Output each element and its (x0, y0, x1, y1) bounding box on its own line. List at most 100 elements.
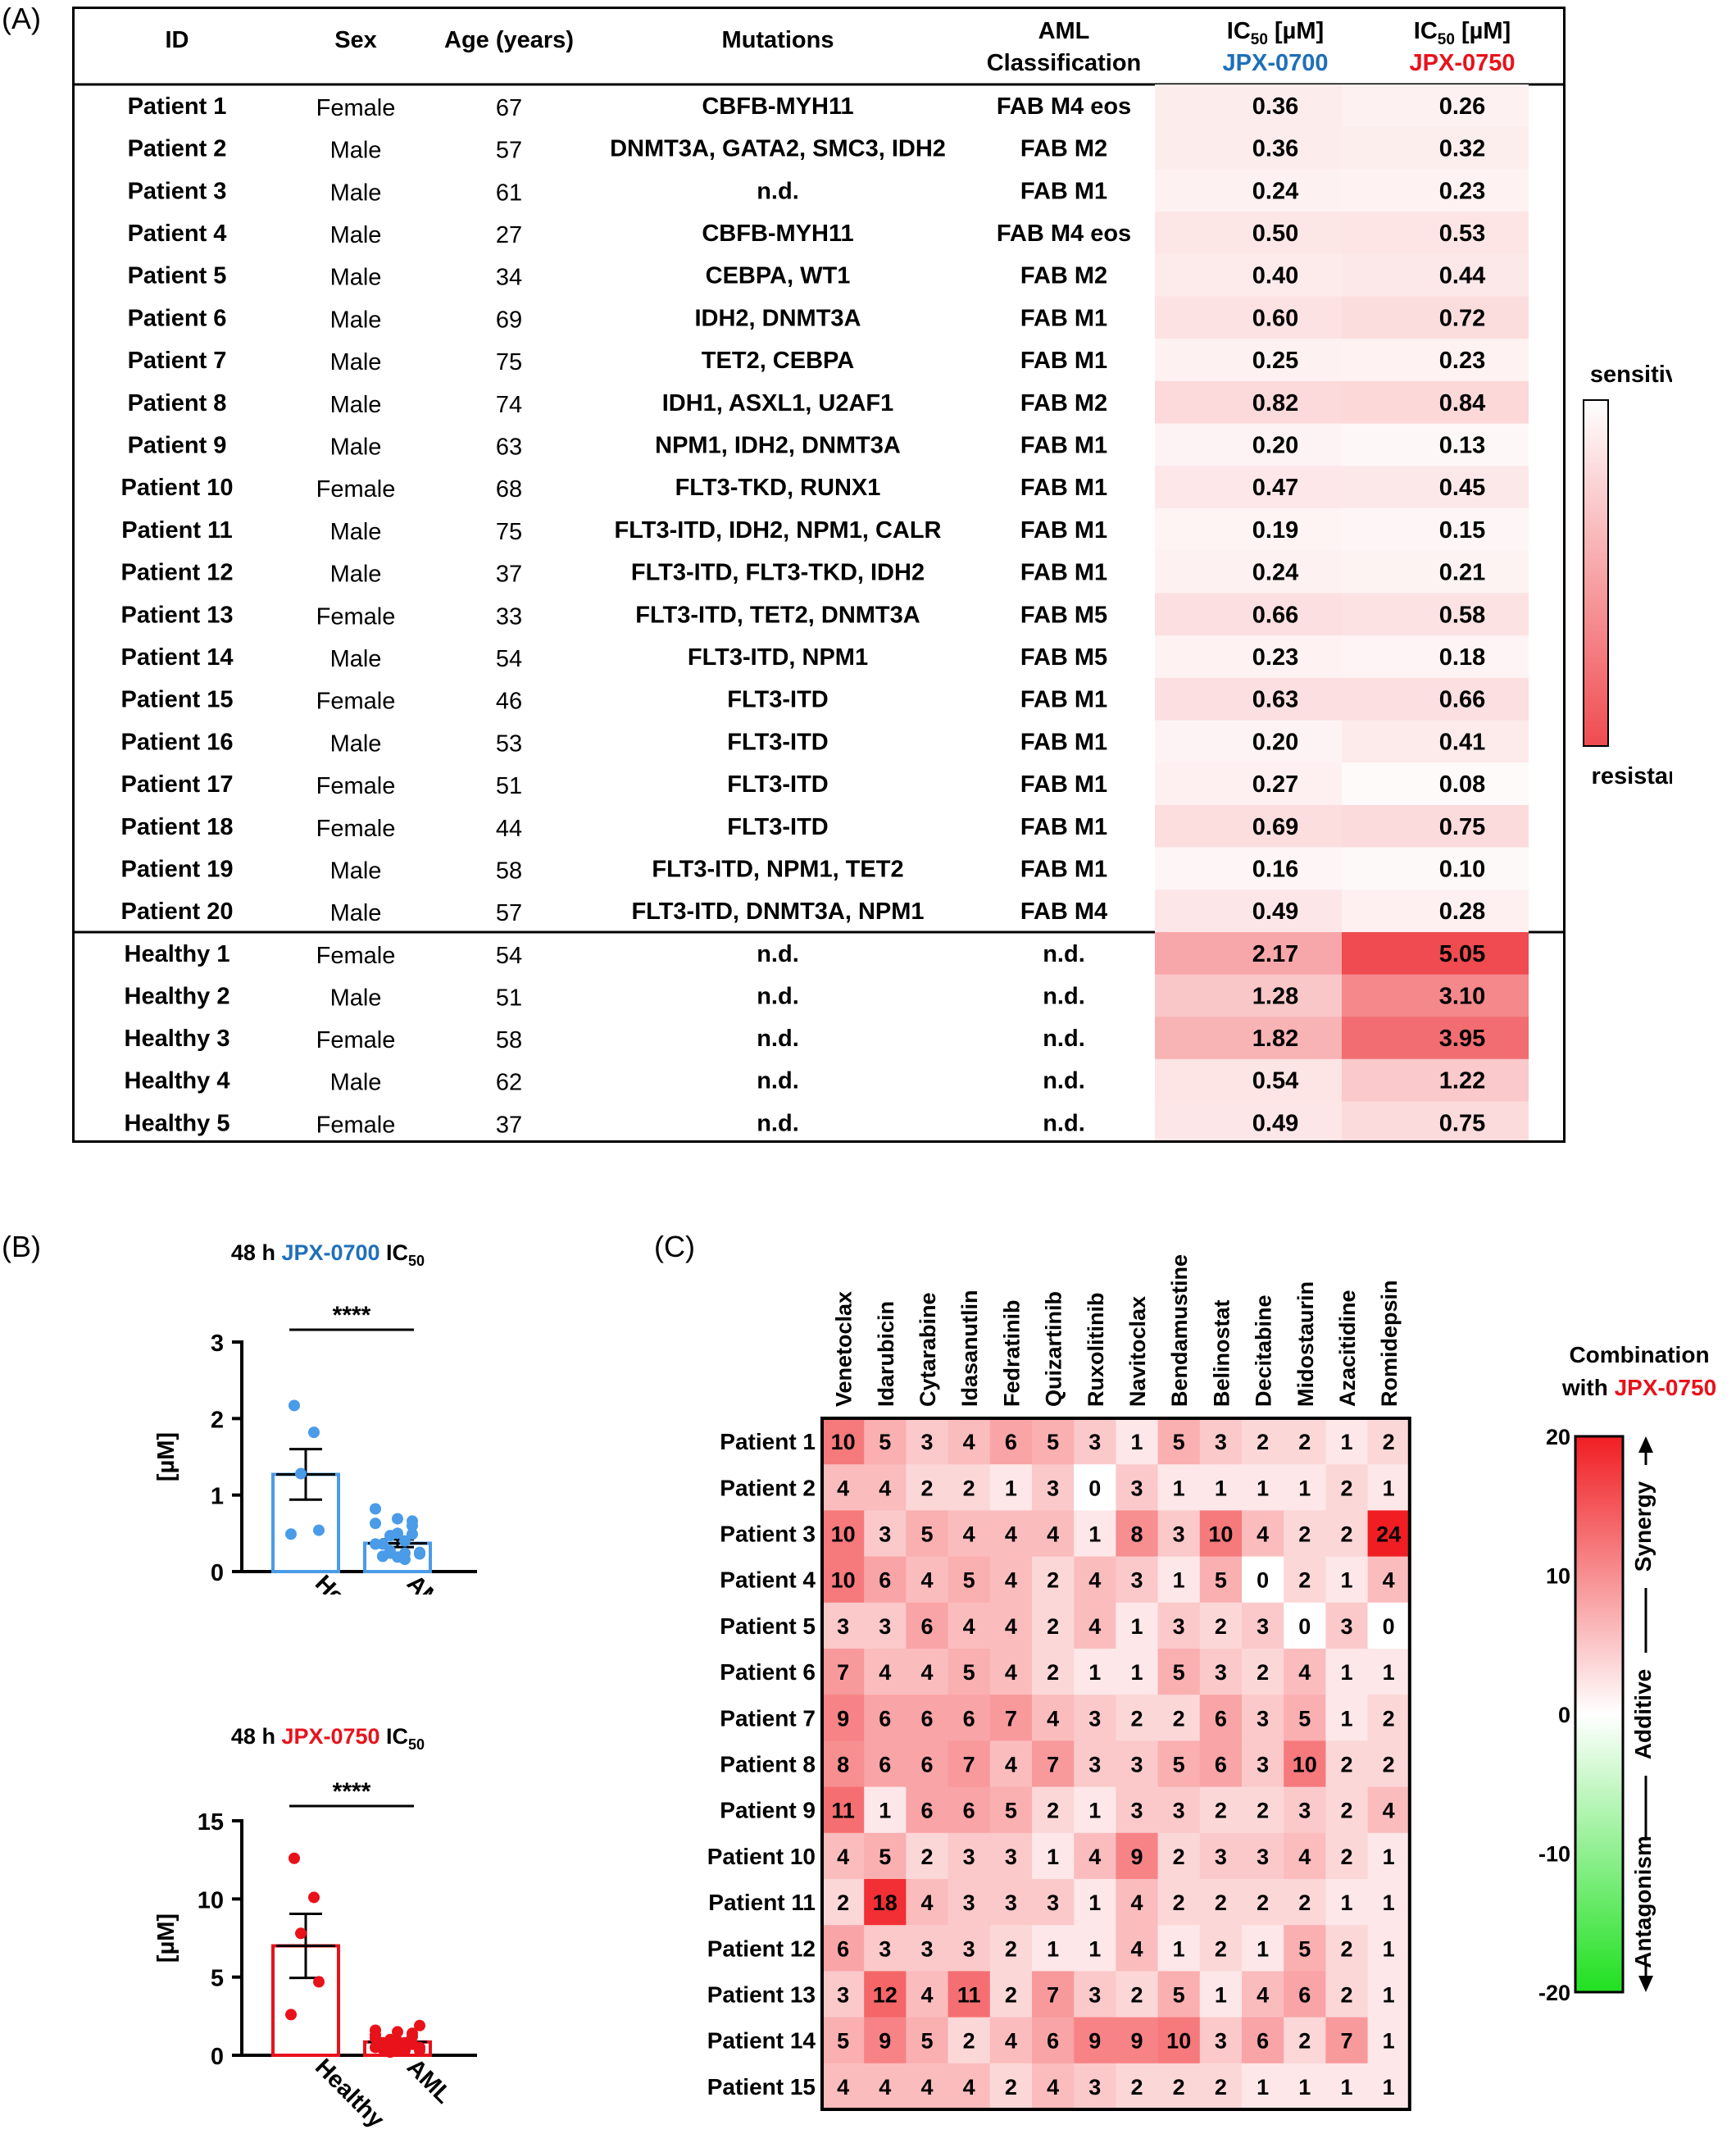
heatmap-cell (1242, 2063, 1284, 2110)
cell-mutations: n.d. (757, 1026, 799, 1052)
heatmap-cell (1116, 1649, 1158, 1695)
ic50-heat-cell (1155, 339, 1342, 382)
heatmap-cell (1242, 1879, 1284, 1926)
heatmap-cell (1032, 1695, 1075, 1741)
heatmap-cell (1074, 1602, 1116, 1649)
cell-age: 46 (496, 689, 522, 715)
heatmap-cell (906, 2063, 948, 2110)
ic50-heat-cell (1155, 466, 1342, 509)
cell-age: 75 (496, 349, 522, 375)
table-row: Patient 12 Male 37 FLT3-ITD, FLT3-TKD, IDH2… (121, 550, 1529, 594)
heatmap-cell (948, 1832, 991, 1880)
cell-ic50-jpx0700: 0.24 (1252, 178, 1298, 204)
heatmap-row-label: Patient 2 (720, 1475, 816, 1500)
heatmap-cell (906, 1556, 948, 1604)
heatmap-cell-value: 1 (1383, 1660, 1395, 1685)
cell-id: Patient 6 (128, 305, 227, 331)
heatmap-cell-value: 1 (879, 1799, 891, 1823)
cell-ic50-jpx0750: 0.32 (1439, 136, 1485, 162)
heatmap-cell (1367, 1695, 1411, 1741)
heatmap-column-label: Idasanutlin (957, 1290, 982, 1407)
heatmap-cell-value: 3 (1257, 1845, 1269, 1869)
cell-id: Patient 4 (128, 221, 227, 247)
heatmap-cell-value: 4 (879, 1476, 891, 1500)
heatmap-cell-value: 2 (1383, 1753, 1395, 1777)
heatmap-cell-value: 2 (1257, 1799, 1269, 1823)
heatmap-cell (1242, 1786, 1284, 1834)
heatmap-cell (1367, 1464, 1411, 1511)
heatmap-cell-value: 1 (1383, 1890, 1395, 1915)
heatmap-cell-value: 7 (963, 1753, 975, 1777)
heatmap-cell (822, 1832, 865, 1880)
heatmap-cell (822, 1510, 865, 1557)
heatmap-cell-value: 4 (1005, 1522, 1017, 1547)
scale-tick-label: 10 (1546, 1564, 1570, 1589)
ic50-subscript: 50 (1251, 31, 1268, 48)
heatmap-cell-value: 1 (1088, 1799, 1101, 1823)
heatmap-cell-value: 1 (1005, 1476, 1017, 1500)
heatmap-cell-value: 1 (1130, 1660, 1143, 1685)
heatmap-cell (1367, 1418, 1411, 1465)
heatmap-cell (906, 1418, 948, 1465)
heatmap-cell (1032, 1832, 1075, 1880)
heatmap-cell (1199, 1602, 1243, 1649)
heatmap-cell (948, 1649, 991, 1695)
ic50-heat-cell (1155, 677, 1342, 721)
data-point (384, 1545, 396, 1557)
heatmap-cell-value: 2 (1005, 1936, 1017, 1961)
x-category-label: Healthy (310, 1570, 389, 1595)
scale-label-gap (1641, 1465, 1651, 1588)
table-row: Patient 8 Male 74 IDH1, ASXL1, U2AF1 FAB M2 0… (128, 380, 1529, 425)
heatmap-cell (1325, 1925, 1368, 1972)
title-prefix: 48 h (231, 1240, 282, 1265)
heatmap-cell (1157, 1464, 1201, 1511)
heatmap-cell-value: 5 (837, 2029, 849, 2054)
heatmap-cell-value: 4 (1047, 1522, 1059, 1547)
table-row: Patient 11 Male 75 FLT3-ITD, IDH2, NPM1, CA… (121, 508, 1529, 552)
heatmap-cell-value: 6 (879, 1568, 891, 1593)
ic50-heat-cell (1155, 932, 1342, 976)
cell-sex: Male (330, 265, 382, 291)
heatmap-cell-value: 4 (1130, 1936, 1143, 1961)
heatmap-cell-value: 2 (1047, 1568, 1059, 1593)
heatmap-cell-value: 2 (1215, 1936, 1227, 1961)
ic50-heat-cell (1342, 804, 1529, 849)
heatmap-cell (906, 1925, 948, 1972)
cell-id: Patient 11 (121, 517, 232, 544)
heatmap-cell (948, 1786, 991, 1834)
heatmap-cell (864, 1556, 907, 1604)
heatmap-cell-value: 5 (1005, 1799, 1017, 1823)
heatmap-cell (948, 1510, 991, 1557)
cell-age: 62 (496, 1070, 522, 1096)
cell-ic50-jpx0700: 0.40 (1252, 263, 1298, 289)
heatmap-row-label: Patient 11 (708, 1890, 816, 1915)
heatmap-cell (948, 2063, 991, 2110)
heatmap-cell-value: 3 (837, 1983, 849, 2008)
cell-age: 33 (496, 603, 522, 630)
heatmap-cell (1199, 1695, 1243, 1741)
heatmap-cell-value: 2 (1173, 1845, 1185, 1869)
heatmap-cell-value: 1 (1383, 2075, 1395, 2100)
cell-ic50-jpx0750: 0.66 (1439, 687, 1485, 713)
heatmap-cell-value: 5 (1173, 1430, 1185, 1454)
cell-id: Patient 1 (128, 93, 227, 120)
heatmap-cell (1367, 2063, 1411, 2110)
heatmap-cell (989, 1464, 1033, 1511)
heatmap-cell (1032, 1786, 1075, 1834)
heatmap-cell-value: 6 (1215, 1753, 1227, 1777)
heatmap-cell (864, 1740, 907, 1787)
heatmap-cell (1325, 1418, 1368, 1465)
ic50-color-legend: sensitive resistant (1583, 362, 1672, 789)
cell-mutations: FLT3-ITD, TET2, DNMT3A (635, 602, 920, 628)
heatmap-cell (906, 1740, 948, 1787)
heatmap-cell-value: 3 (1173, 1522, 1185, 1547)
heatmap-cell (822, 1695, 865, 1741)
heatmap-cell-value: 3 (1298, 1799, 1311, 1823)
heatmap-cell (1032, 1879, 1075, 1926)
heatmap-cell-value: 2 (1383, 1706, 1395, 1731)
heatmap-cell-value: 2 (1340, 1799, 1352, 1823)
ic50-heat-cell (1155, 508, 1342, 552)
heatmap-cell-value: 5 (963, 1568, 975, 1593)
cell-aml: FAB M1 (1020, 687, 1107, 713)
heatmap-cell-value: 1 (1340, 1706, 1352, 1731)
